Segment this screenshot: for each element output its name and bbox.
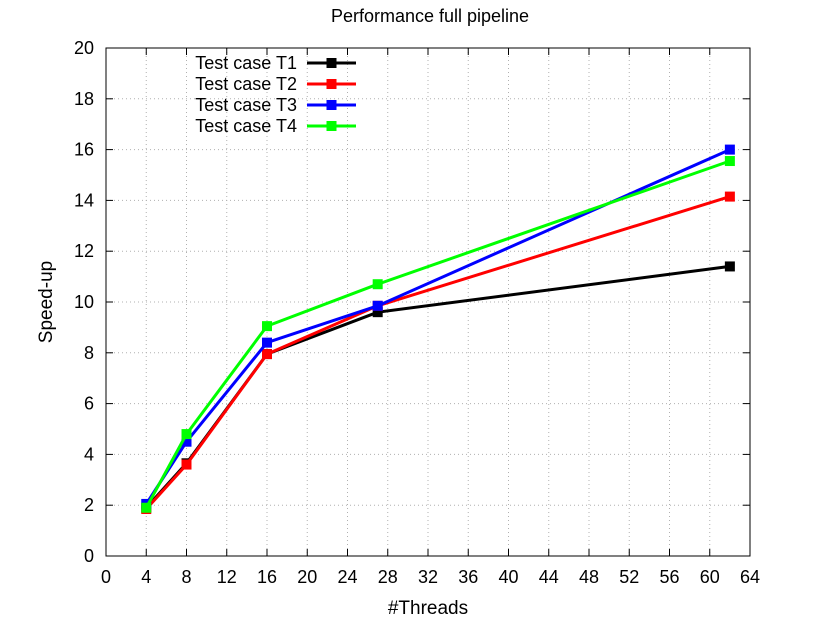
legend-marker-t1 — [326, 58, 337, 68]
x-tick-label: 44 — [539, 567, 559, 587]
x-tick-label: 64 — [740, 567, 760, 587]
x-tick-label: 8 — [181, 567, 191, 587]
series-line-t3 — [145, 148, 731, 505]
y-tick-label: 4 — [84, 444, 94, 464]
data-point-t2 — [181, 459, 192, 470]
legend-label-t2: Test case T2 — [195, 74, 297, 94]
x-tick-label: 32 — [418, 567, 438, 587]
y-tick-label: 16 — [74, 140, 94, 160]
legend-marker-t2 — [326, 79, 337, 89]
data-point-t1 — [724, 261, 735, 272]
x-tick-label: 12 — [217, 567, 237, 587]
data-point-t3 — [181, 436, 192, 447]
x-tick-label: 60 — [700, 567, 720, 587]
grid — [106, 48, 750, 556]
data-point-t4 — [141, 502, 152, 513]
legend-label-t1: Test case T1 — [195, 53, 297, 73]
y-tick-label: 10 — [74, 292, 94, 312]
series-line-t1 — [145, 264, 731, 509]
x-tick-label: 16 — [257, 567, 277, 587]
data-point-t4 — [372, 279, 383, 290]
legend-label-t3: Test case T3 — [195, 95, 297, 115]
x-tick-label: 4 — [141, 567, 151, 587]
data-point-t4 — [262, 321, 272, 332]
axes: 0 4 8 12 16 20 24 28 32 36 40 44 48 52 56 60 64024681012… — [74, 38, 760, 587]
x-tick-label: 56 — [659, 567, 679, 587]
x-tick-label: 40 — [498, 567, 518, 587]
data-point-t3 — [372, 300, 383, 311]
legend-marker-t3 — [326, 100, 337, 110]
data-point-t2 — [724, 191, 735, 202]
y-axis-label: Speed-up — [36, 261, 57, 343]
x-axis-label: #Threads — [388, 598, 468, 619]
y-tick-label: 14 — [74, 190, 94, 210]
data-point-t3 — [262, 337, 272, 348]
data-point-t3 — [724, 144, 735, 155]
series-layer — [141, 144, 735, 515]
y-tick-label: 20 — [74, 38, 94, 58]
y-tick-label: 8 — [84, 343, 94, 363]
x-tick-label: 52 — [619, 567, 639, 587]
y-tick-label: 6 — [84, 394, 94, 414]
x-tick-label: 28 — [378, 567, 398, 587]
x-tick-label: 36 — [458, 567, 478, 587]
legend-label-t4: Test case T4 — [195, 116, 297, 136]
x-tick-label: 0 — [101, 567, 111, 587]
data-point-t4 — [724, 156, 735, 167]
data-point-t1 — [372, 307, 383, 318]
y-tick-label: 0 — [84, 546, 94, 566]
x-tick-label: 48 — [579, 567, 599, 587]
legend-marker-t4 — [326, 121, 337, 131]
y-tick-label: 18 — [74, 89, 94, 109]
series-line-t4 — [144, 159, 731, 509]
x-tick-label: 24 — [337, 567, 357, 587]
y-tick-label: 12 — [74, 241, 94, 261]
data-point-t4 — [181, 429, 192, 440]
data-point-t2 — [262, 349, 272, 360]
y-tick-label: 2 — [84, 495, 94, 515]
chart-title: Performance full pipeline — [331, 6, 529, 26]
x-tick-label: 20 — [297, 567, 317, 587]
